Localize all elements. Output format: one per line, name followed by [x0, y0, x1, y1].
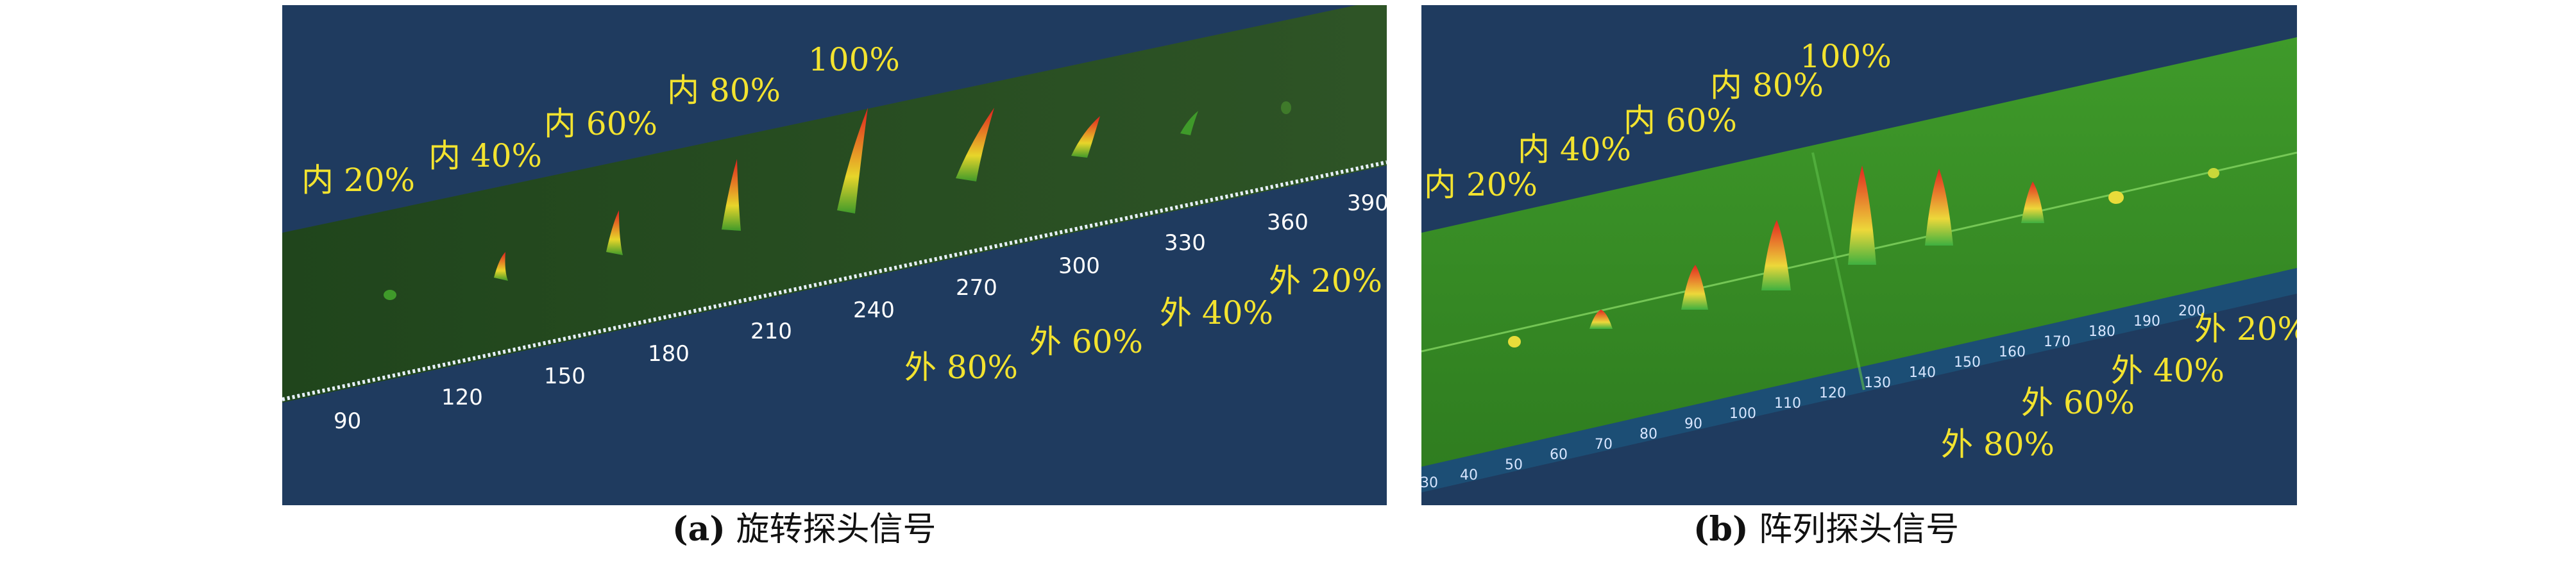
signal-peak	[2208, 168, 2219, 178]
caption-b-id: (b)	[1693, 510, 1749, 549]
axis-tick: 120	[441, 385, 483, 410]
signal-peak	[2108, 191, 2124, 204]
signal-peaks	[1508, 165, 2219, 347]
signal-peak	[384, 290, 396, 300]
panel-a-rotating-probe-image: 90 120 150 180 210 240 270 300 330 360 3…	[282, 5, 1387, 505]
outer-label-40: 外 40%	[1160, 294, 1274, 331]
axis-tick: 330	[1164, 230, 1206, 256]
axis-tick: 240	[853, 297, 895, 323]
axis-tick: 170	[2044, 334, 2071, 350]
axis-tick: 90	[1684, 416, 1702, 432]
axis-tick: 90	[334, 408, 361, 434]
axis-tick: 30	[1421, 475, 1438, 491]
strip-divider	[1811, 152, 1865, 390]
axis-tick: 60	[1550, 447, 1568, 463]
inner-label-60: 内 60%	[1623, 102, 1738, 139]
outer-label-20: 外 20%	[1269, 262, 1383, 299]
axis-tick: 270	[956, 275, 997, 301]
inner-label-100: 100%	[1800, 38, 1892, 75]
inner-label-80: 内 80%	[667, 72, 781, 109]
signal-peak	[1589, 310, 1613, 329]
axis-tick: 360	[1267, 210, 1309, 235]
axis-tick: 140	[1909, 365, 1936, 381]
signal-peak	[2021, 181, 2044, 223]
axis-tick: 120	[1819, 385, 1846, 401]
signal-strip	[282, 5, 1387, 403]
axis-tick: 70	[1595, 437, 1613, 453]
axis-tick: 300	[1058, 253, 1100, 279]
signal-peak	[1281, 101, 1291, 114]
signal-peak	[1681, 265, 1708, 310]
axis-tick: 210	[750, 319, 792, 344]
outer-label-20: 外 20%	[2194, 310, 2297, 347]
axis-tick: 180	[648, 341, 690, 367]
outer-label-80: 外 80%	[1941, 426, 2055, 463]
panel-b-axis: 30 40 50 60 70 80 90 100 110 120 130 140…	[1421, 303, 2205, 491]
panel-a-scene: 90 120 150 180 210 240 270 300 330 360 3…	[282, 5, 1387, 434]
axis-tick: 80	[1640, 426, 1657, 442]
signal-peaks	[384, 101, 1291, 300]
signal-peak	[1925, 169, 1953, 246]
signal-peak	[956, 108, 994, 181]
inner-label-20: 内 20%	[1424, 166, 1538, 203]
signal-peak	[837, 108, 868, 214]
caption-a-id: (a)	[672, 510, 725, 549]
axis-tick: 190	[2133, 314, 2160, 330]
strip-edge	[282, 160, 1387, 401]
axis-tick: 100	[1729, 406, 1756, 422]
outer-label-60: 外 60%	[1030, 323, 1144, 360]
signal-peak	[606, 210, 623, 255]
outer-label-60: 外 60%	[2021, 384, 2135, 421]
panel-b-array-probe-image: 30 40 50 60 70 80 90 100 110 120 130 140…	[1421, 5, 2297, 505]
inner-label-40: 内 40%	[428, 137, 543, 174]
inner-label-80: 内 80%	[1710, 67, 1824, 104]
inner-label-60: 内 60%	[544, 105, 658, 142]
inner-label-100: 100%	[808, 41, 900, 78]
axis-tick: 180	[2089, 324, 2115, 340]
signal-peak	[1848, 165, 1876, 265]
signal-peak	[494, 252, 508, 281]
axis-tick: 200	[2178, 303, 2205, 319]
caption-a-text: 旋转探头信号	[736, 510, 936, 549]
outer-label-40: 外 40%	[2111, 352, 2225, 389]
strip-side-face	[1421, 268, 2297, 492]
panel-b-scene: 30 40 50 60 70 80 90 100 110 120 130 140…	[1421, 37, 2297, 492]
outer-label-80: 外 80%	[904, 349, 1019, 386]
axis-tick: 390	[1347, 190, 1387, 216]
axis-tick: 50	[1505, 457, 1523, 473]
panel-a-axis: 90 120 150 180 210 240 270 300 330 360 3…	[334, 190, 1387, 434]
signal-peak	[722, 159, 741, 231]
signal-peak	[1071, 116, 1100, 158]
caption-a: (a) 旋转探头信号	[672, 510, 936, 549]
caption-b-text: 阵列探头信号	[1759, 510, 1960, 549]
signal-peak	[1180, 111, 1198, 135]
axis-tick: 130	[1864, 375, 1891, 391]
axis-tick: 150	[1954, 355, 1981, 371]
signal-peak	[1508, 336, 1521, 347]
inner-label-40: 内 40%	[1518, 131, 1632, 168]
axis-tick: 40	[1460, 467, 1478, 483]
caption-b: (b) 阵列探头信号	[1693, 510, 1960, 549]
axis-tick: 150	[544, 364, 586, 389]
axis-tick: 110	[1774, 396, 1801, 412]
signal-peak	[1761, 220, 1791, 290]
axis-tick: 160	[1999, 344, 2026, 360]
inner-label-20: 内 20%	[301, 162, 416, 199]
